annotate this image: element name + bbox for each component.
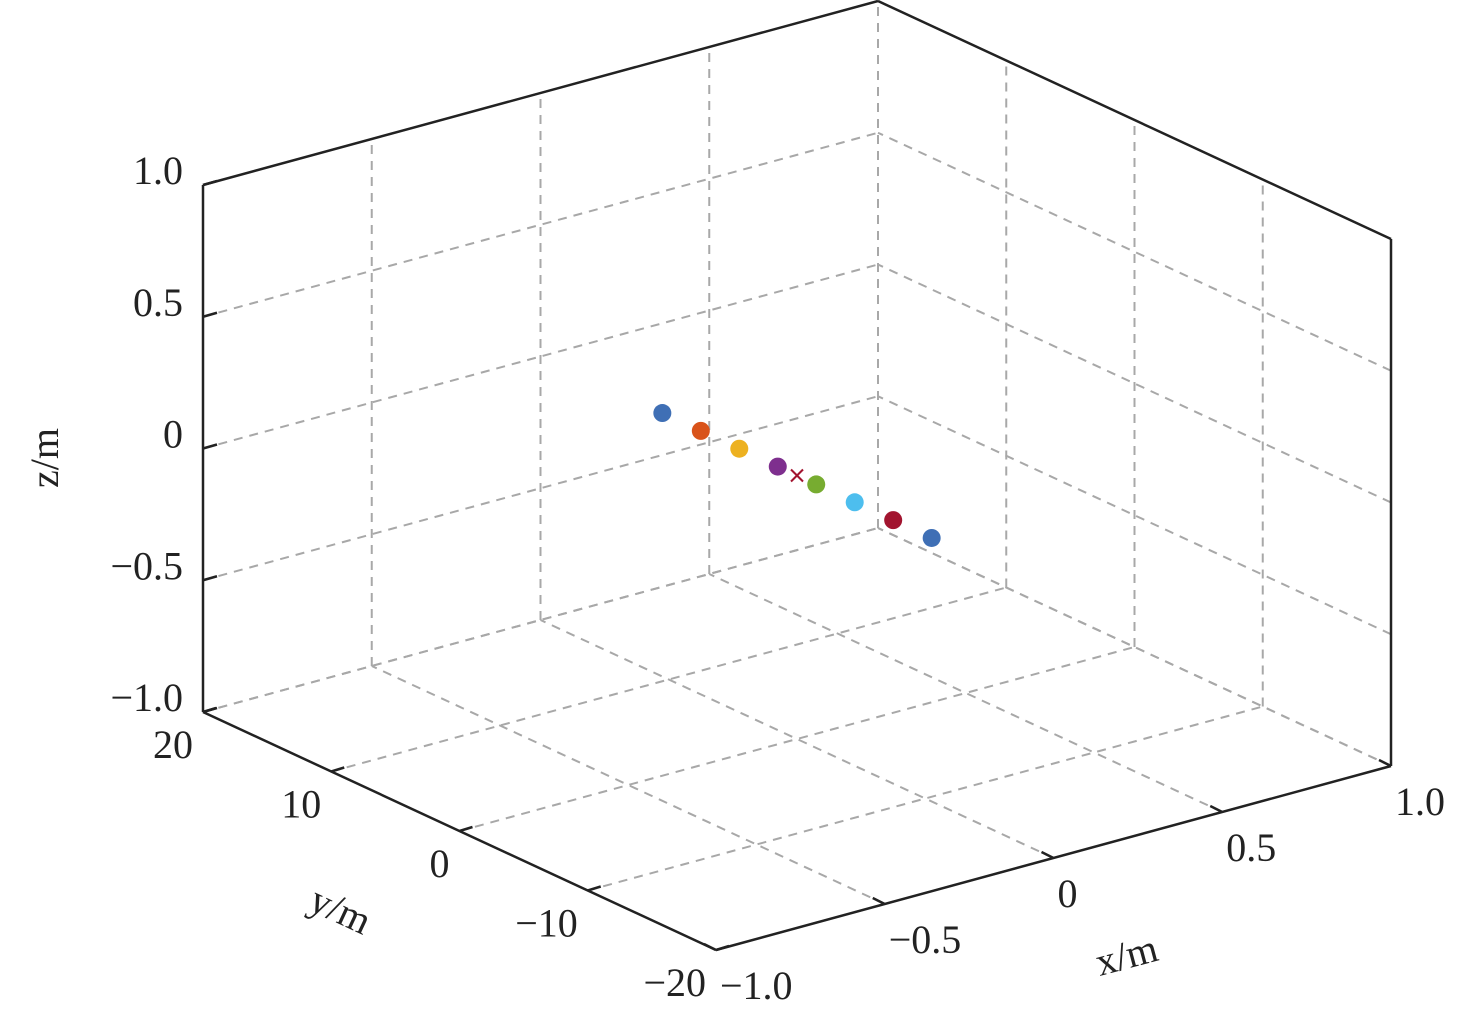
y-tick-label: 20 [153,722,193,767]
point [730,439,749,458]
tick-mark [703,942,717,952]
grid-line [330,586,1007,773]
center-marker [790,468,804,483]
tick-mark [715,944,730,952]
grid-line [202,131,879,318]
y-tick-label: 0 [430,841,450,886]
y-tick-label: −20 [643,960,706,1005]
point [884,511,903,530]
tick-mark [872,896,886,906]
grid-line [877,395,1392,636]
z-tick-label: 0.5 [133,280,183,325]
grid-line [202,527,879,713]
grid-line [202,395,879,582]
tick-mark [202,311,218,318]
tick-mark [202,706,217,714]
x-axis-label: x/m [1091,925,1163,985]
tick-mark [1040,850,1055,860]
grid-line [877,527,1392,767]
tick-mark [202,179,218,187]
grid-line [587,705,1264,892]
point [922,528,941,547]
z-axis-label: z/m [22,428,67,488]
tick-mark [1209,804,1223,814]
z-tick-label: −1.0 [110,675,183,720]
tick-mark [202,575,218,582]
tick-mark [202,443,218,450]
y-tick-label: −10 [515,901,578,946]
grid-line [708,573,1223,813]
tick-mark [330,766,345,773]
axis-line [202,0,879,187]
y-tick-label: 10 [281,782,321,827]
tick-mark [459,825,473,833]
tick-mark [587,885,602,892]
grid-line [202,263,879,450]
grid-line [877,263,1392,504]
grid-line [459,646,1135,832]
y-axis-label: y/m [303,876,378,943]
x-tick-label: 0 [1058,871,1078,916]
x-tick-label: −1.0 [720,963,793,1008]
z-tick-label: 1.0 [133,148,183,193]
point [691,421,710,440]
grid-line [540,619,1054,859]
grid-line [371,665,886,905]
point [768,457,787,476]
point [807,475,826,494]
point [653,404,672,423]
tick-mark [1378,758,1392,768]
x-tick-label: 0.5 [1226,825,1276,870]
x-tick-label: −0.5 [889,917,962,962]
z-tick-label: −0.5 [110,543,183,588]
axis-line [877,0,1392,241]
z-tick-label: 0 [163,412,183,457]
x-tick-label: 1.0 [1395,779,1445,824]
point [845,493,864,512]
grid-line [877,131,1392,372]
